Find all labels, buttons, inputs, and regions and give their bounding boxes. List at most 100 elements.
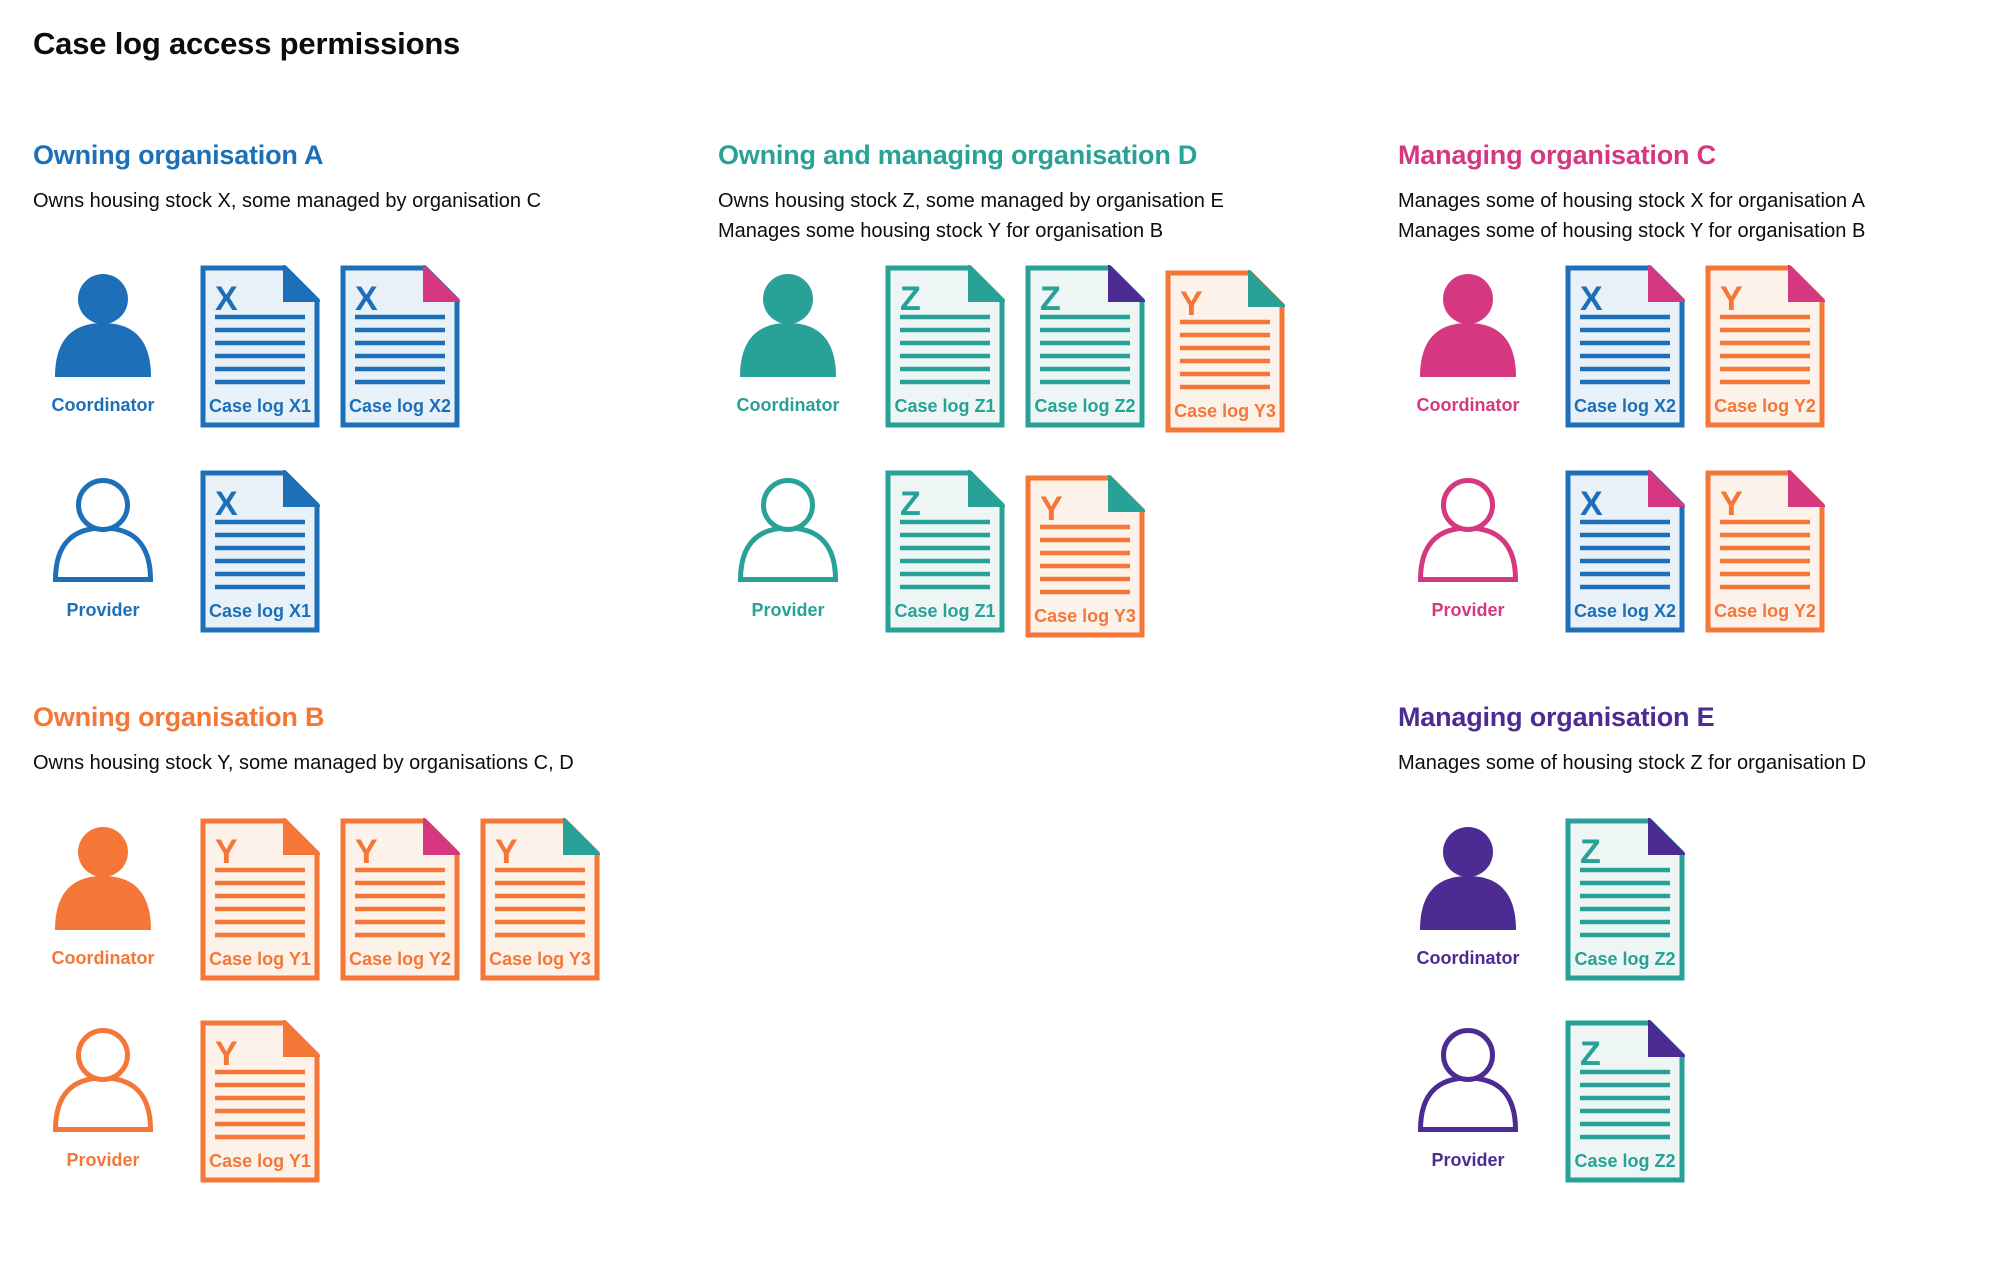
provider-row: Provider X Case log X2 Y Case log Y2 (1398, 470, 1845, 633)
document-text-lines (1720, 519, 1810, 590)
document-label: Case log Y2 (349, 949, 451, 969)
document-label: Case log Y1 (209, 949, 311, 969)
document-page (1565, 470, 1685, 633)
section-organisation-d: Owning and managing organisation D Owns h… (718, 140, 1398, 700)
coordinator-documents: Z Case log Z1 Z Case log Z2 Y Case log Y3 (885, 265, 1305, 433)
case-log-document: Y Case log Y3 (1025, 475, 1145, 638)
document-page (200, 470, 320, 633)
document-text-lines (1580, 314, 1670, 385)
document-text-lines (1580, 519, 1670, 590)
coordinator-icon (55, 827, 151, 930)
section-description-line: Manages some housing stock Y for organis… (718, 220, 1164, 242)
document-page (885, 265, 1005, 428)
section-title: Owning organisation A (33, 140, 324, 170)
coordinator-documents: X Case log X1 X Case log X2 (200, 265, 480, 428)
provider-icon (737, 478, 839, 582)
document-page (1165, 270, 1285, 433)
document-letter: Z (1040, 280, 1061, 318)
coordinator-icon (740, 274, 836, 377)
document-text-lines (355, 314, 445, 385)
provider-label: Provider (66, 1150, 140, 1170)
section-organisation-b: Owning organisation B Owns housing stock … (33, 702, 713, 1262)
document-page (1025, 265, 1145, 428)
coordinator-figure: Coordinator (718, 265, 858, 416)
coordinator-icon (1420, 274, 1516, 377)
document-label: Case log Z2 (1574, 1151, 1675, 1171)
document-fold-icon (1248, 270, 1285, 307)
document-label: Case log Z1 (894, 396, 995, 416)
document-page (1565, 265, 1685, 428)
document-page (200, 1020, 320, 1183)
document-text-lines (1720, 314, 1810, 385)
document-fold-icon (283, 818, 320, 855)
page-title: Case log access permissions (33, 26, 461, 61)
section-description: Manages some of housing stock Z for orga… (1398, 748, 1866, 778)
document-fold-icon (968, 470, 1005, 507)
coordinator-label: Coordinator (1416, 948, 1520, 968)
document-fold-icon (1788, 265, 1825, 302)
document-text-lines (1040, 314, 1130, 385)
document-letter: X (1580, 280, 1603, 318)
provider-row: Provider Z Case log Z1 Y Case log Y3 (718, 470, 1165, 638)
coordinator-icon (1420, 827, 1516, 930)
document-fold-icon (1788, 470, 1825, 507)
document-label: Case log X2 (1574, 601, 1676, 621)
case-log-document: Y Case log Y1 (200, 818, 320, 981)
document-letter: X (215, 485, 238, 523)
document-text-lines (900, 314, 990, 385)
document-label: Case log Z1 (894, 601, 995, 621)
case-log-document: X Case log X2 (340, 265, 460, 428)
provider-label: Provider (1431, 600, 1505, 620)
coordinator-figure: Coordinator (33, 265, 173, 416)
document-fold-icon (1648, 1020, 1685, 1057)
document-fold-icon (563, 818, 600, 855)
provider-icon (1417, 1028, 1519, 1132)
provider-label: Provider (66, 600, 140, 620)
document-page (1025, 475, 1145, 638)
document-fold-icon (968, 265, 1005, 302)
document-letter: Y (495, 833, 518, 871)
document-label: Case log Z2 (1574, 949, 1675, 969)
document-fold-icon (1108, 475, 1145, 512)
provider-icon (1417, 478, 1519, 582)
coordinator-documents: Y Case log Y1 Y Case log Y2 Y Case log Y3 (200, 818, 620, 981)
document-text-lines (215, 519, 305, 590)
section-description: Manages some of housing stock X for orga… (1398, 186, 1865, 246)
coordinator-row: Coordinator Z Case log Z2 (1398, 818, 1705, 981)
coordinator-row: Coordinator X Case log X1 X Case log X2 (33, 265, 480, 428)
document-text-lines (1580, 1069, 1670, 1140)
document-letter: Y (215, 833, 238, 871)
coordinator-label: Coordinator (736, 395, 840, 415)
document-label: Case log X2 (349, 396, 451, 416)
document-page (200, 265, 320, 428)
coordinator-documents: X Case log X2 Y Case log Y2 (1565, 265, 1845, 428)
section-description-line: Owns housing stock Y, some managed by or… (33, 752, 574, 774)
provider-figure: Provider (33, 470, 173, 621)
section-title: Owning and managing organisation D (718, 140, 1198, 170)
document-text-lines (900, 519, 990, 590)
provider-figure: Provider (718, 470, 858, 621)
coordinator-label: Coordinator (51, 948, 155, 968)
case-log-document: Y Case log Y3 (480, 818, 600, 981)
coordinator-figure: Coordinator (33, 818, 173, 969)
provider-documents: Y Case log Y1 (200, 1020, 340, 1183)
document-text-lines (1580, 867, 1670, 938)
document-label: Case log Y3 (1174, 401, 1276, 421)
document-label: Case log Y1 (209, 1151, 311, 1171)
document-text-lines (495, 867, 585, 938)
document-fold-icon (283, 470, 320, 507)
section-title: Managing organisation E (1398, 702, 1715, 732)
section-description: Owns housing stock Y, some managed by or… (33, 748, 574, 778)
document-label: Case log Y2 (1714, 396, 1816, 416)
document-letter: Y (1040, 490, 1063, 528)
document-letter: Z (900, 485, 921, 523)
document-text-lines (1180, 319, 1270, 390)
document-fold-icon (1108, 265, 1145, 302)
document-fold-icon (1648, 818, 1685, 855)
document-label: Case log X1 (209, 601, 311, 621)
provider-documents: X Case log X2 Y Case log Y2 (1565, 470, 1845, 633)
document-label: Case log X2 (1574, 396, 1676, 416)
provider-row: Provider Y Case log Y1 (33, 1020, 340, 1183)
section-organisation-e: Managing organisation E Manages some of h… (1398, 702, 2000, 1262)
section-title: Managing organisation C (1398, 140, 1716, 170)
